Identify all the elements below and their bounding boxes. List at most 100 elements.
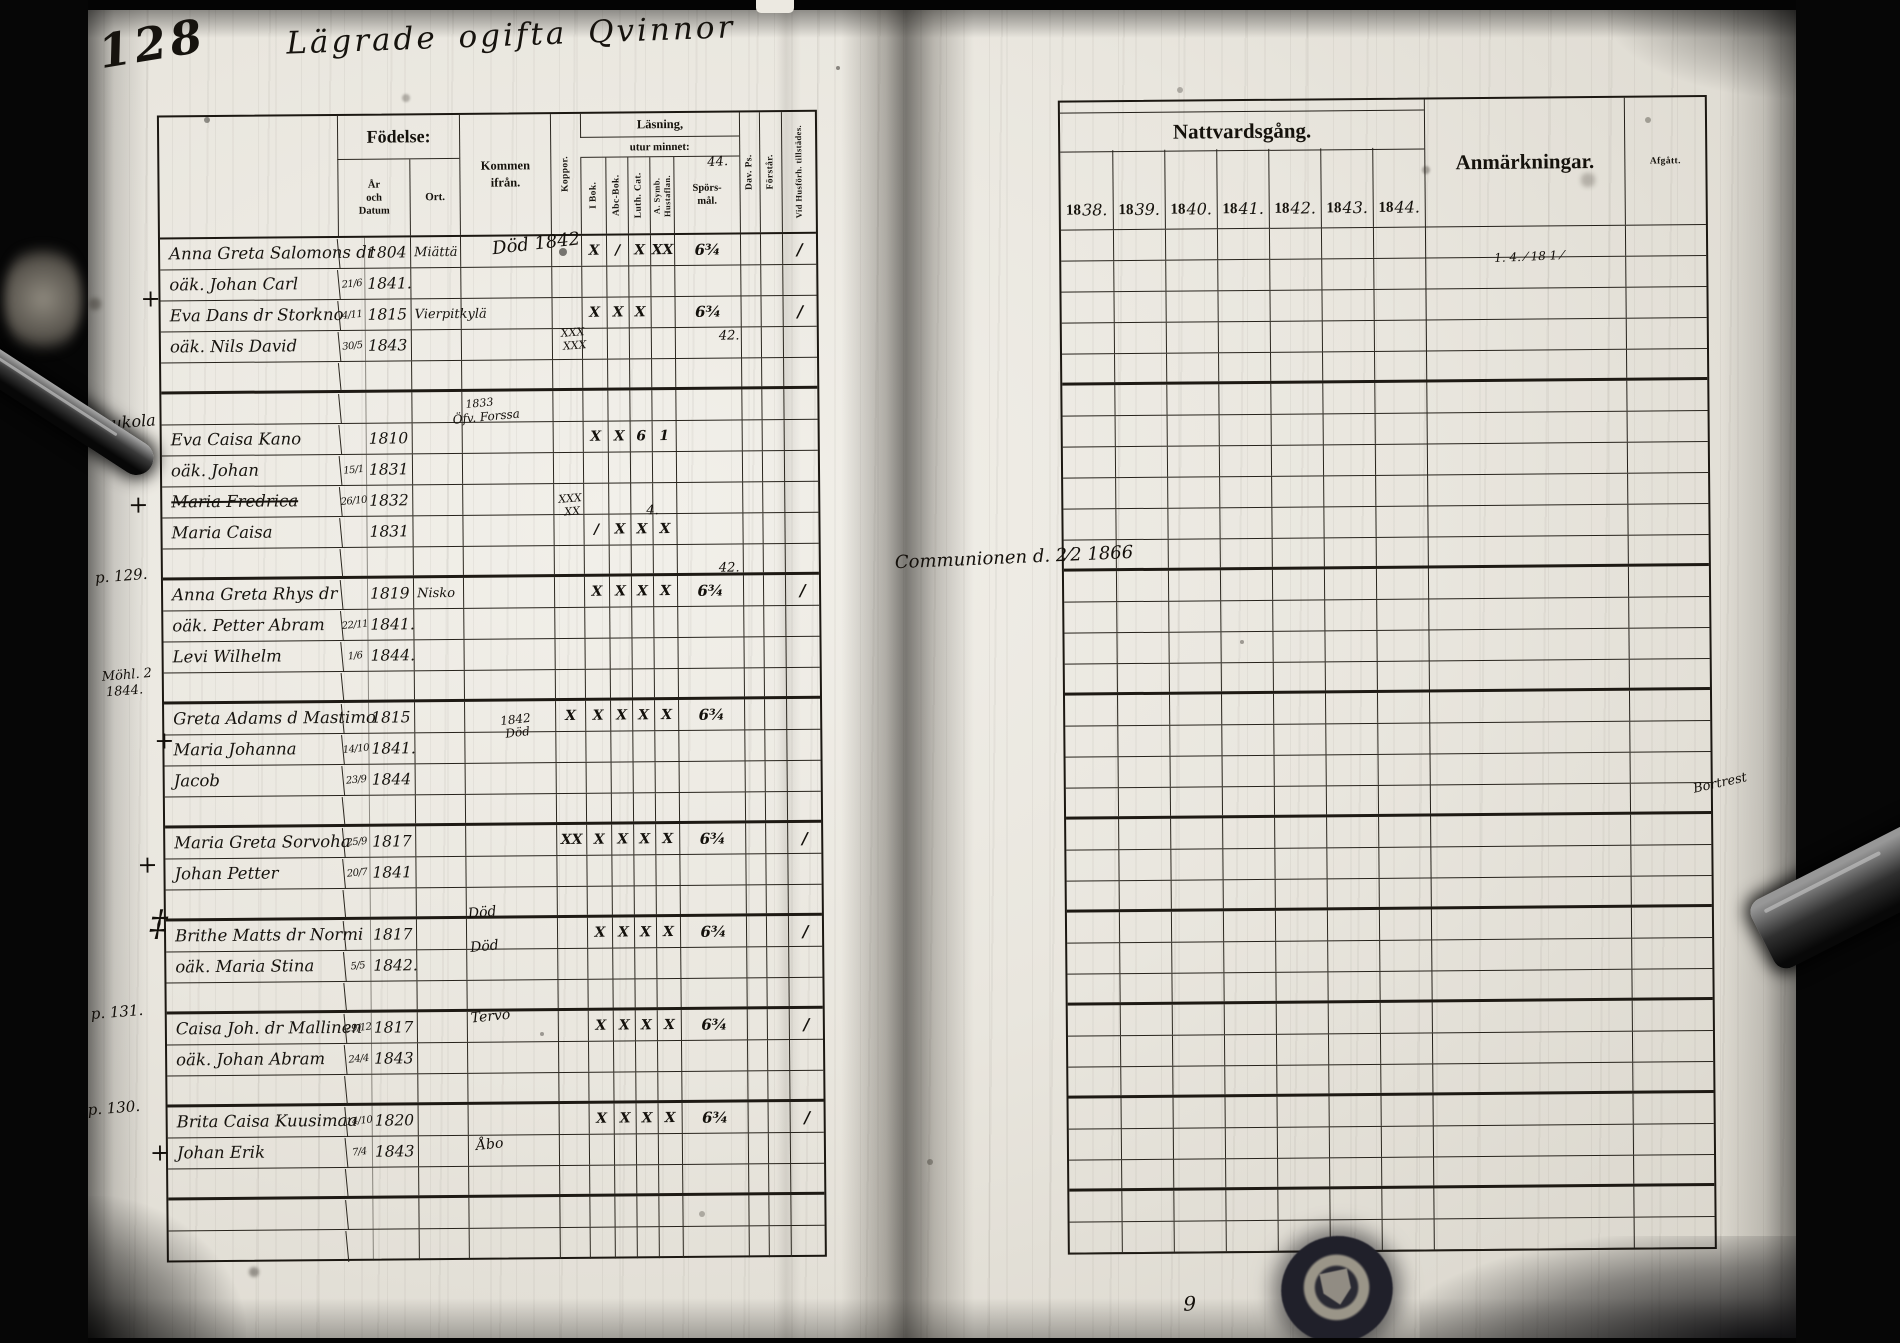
communion-cell bbox=[1167, 539, 1220, 568]
row-cell-sp bbox=[677, 606, 744, 638]
communion-cell bbox=[1326, 878, 1379, 908]
communion-cell bbox=[1065, 695, 1117, 725]
communion-cell bbox=[1376, 630, 1429, 661]
row-cell-dv bbox=[745, 885, 766, 914]
handwritten-note: XXX bbox=[562, 337, 587, 353]
row-cell-o bbox=[415, 918, 467, 950]
communion-cell bbox=[1114, 415, 1167, 447]
row-cell-km bbox=[463, 670, 555, 699]
communion-cell bbox=[1173, 1190, 1226, 1221]
row-cell-y: 1844 bbox=[368, 764, 415, 795]
row-cell-d bbox=[344, 1166, 374, 1197]
communion-cell bbox=[1323, 506, 1376, 538]
handwritten-note: XXX bbox=[560, 325, 585, 340]
column-header-communion: Nattvardsgång. bbox=[1059, 109, 1425, 153]
row-cell-sp bbox=[676, 482, 743, 514]
communion-cell bbox=[1378, 847, 1431, 878]
communion-cell bbox=[1626, 442, 1709, 473]
row-cell-y bbox=[366, 547, 413, 576]
row-cell-c1 bbox=[611, 886, 634, 915]
communion-cell bbox=[1269, 321, 1322, 352]
communion-cell bbox=[1625, 349, 1708, 378]
communion-cell bbox=[1061, 230, 1113, 260]
communion-cell bbox=[1631, 937, 1713, 969]
communion-cell bbox=[1326, 909, 1380, 941]
communion-cell bbox=[1066, 819, 1118, 849]
row-cell-n: oäk. Petter Abram bbox=[172, 615, 325, 636]
row-cell-fo bbox=[764, 761, 787, 792]
communion-cell bbox=[1627, 473, 1709, 504]
right-table-header: Nattvardsgång. 18 38. 18 39. 18 40. 18 41. 18 42.… bbox=[1059, 97, 1706, 231]
communion-cell bbox=[1118, 849, 1171, 881]
row-cell-fo bbox=[765, 916, 789, 947]
column-header-questions: Spörs- mål. bbox=[673, 156, 740, 234]
year-handwritten-digits: 42. bbox=[1290, 198, 1317, 218]
row-cell-fo bbox=[762, 513, 785, 544]
row-cell-vt: / bbox=[784, 574, 820, 606]
row-cell-fo bbox=[763, 606, 786, 637]
communion-cell bbox=[1065, 664, 1117, 692]
row-cell-vt: / bbox=[787, 822, 822, 854]
year-printed-prefix: 18 bbox=[1170, 201, 1186, 218]
communion-cell bbox=[1225, 1158, 1278, 1188]
year-column-1838.: 18 38. bbox=[1060, 150, 1113, 229]
row-cell-fo bbox=[760, 327, 784, 358]
row-cell-o bbox=[417, 1135, 469, 1167]
year-printed-prefix: 18 bbox=[1378, 199, 1394, 216]
row-cell-km bbox=[460, 329, 553, 360]
row-cell-km bbox=[465, 856, 557, 887]
row-cell-c3: X bbox=[655, 823, 680, 855]
communion-cell bbox=[1328, 1126, 1382, 1158]
communion-cell bbox=[1217, 290, 1270, 322]
row-cell-c1: X bbox=[611, 917, 635, 948]
row-cell-kp bbox=[551, 266, 582, 298]
row-cell-c1 bbox=[609, 607, 632, 638]
row-cell-d bbox=[345, 1228, 375, 1262]
row-cell-dv bbox=[747, 1133, 769, 1164]
row-cell-sp bbox=[677, 668, 744, 698]
row-cell-km bbox=[463, 639, 555, 670]
row-cell-km bbox=[462, 577, 555, 608]
row-cell-c0 bbox=[582, 390, 608, 421]
row-cell-dv bbox=[741, 451, 763, 482]
row-cell-c3 bbox=[650, 297, 675, 328]
communion-cell bbox=[1430, 907, 1632, 940]
row-cell-dv bbox=[747, 1102, 768, 1133]
row-cell-sp bbox=[679, 885, 746, 914]
communion-cell bbox=[1066, 850, 1118, 880]
row-cell-fo bbox=[761, 451, 785, 482]
row-cell-c2 bbox=[629, 359, 652, 388]
row-cell-km bbox=[464, 794, 557, 823]
row-cell-sp: 6¾ bbox=[679, 916, 747, 947]
row-cell-vt: / bbox=[789, 1101, 824, 1133]
row-cell-c1 bbox=[606, 266, 629, 297]
year-column-1839.: 18 39. bbox=[1112, 149, 1165, 230]
row-cell-vt: / bbox=[782, 295, 817, 327]
row-cell-c2 bbox=[631, 607, 654, 638]
row-cell-c3 bbox=[651, 359, 676, 388]
row-cell-d bbox=[339, 577, 369, 611]
row-cell-sp: 6¾ bbox=[673, 234, 741, 266]
row-cell-y: 1817 bbox=[369, 826, 416, 857]
communion-cell bbox=[1115, 508, 1168, 540]
communion-cell bbox=[1379, 971, 1432, 1000]
row-cell-c3 bbox=[653, 669, 678, 698]
communion-cell bbox=[1065, 726, 1117, 756]
row-cell-d bbox=[339, 515, 368, 549]
year-handwritten-digits: 40. bbox=[1186, 199, 1213, 219]
communion-cell bbox=[1069, 1160, 1121, 1188]
row-cell-dv bbox=[748, 1164, 769, 1193]
communion-cell bbox=[1376, 661, 1429, 690]
row-cell-fo bbox=[760, 296, 783, 327]
row-cell-c1: / bbox=[605, 235, 629, 266]
row-cell-vt bbox=[782, 264, 817, 296]
handwritten-note: + bbox=[140, 284, 161, 313]
row-cell-d: 26/10 bbox=[338, 484, 368, 518]
column-header-names bbox=[159, 116, 338, 238]
row-cell-sp bbox=[680, 978, 747, 1007]
row-cell-o bbox=[415, 825, 466, 857]
communion-cell bbox=[1426, 411, 1627, 444]
row-cell-c0 bbox=[582, 359, 608, 388]
communion-cell bbox=[1221, 724, 1274, 756]
communion-cell bbox=[1275, 1003, 1328, 1034]
